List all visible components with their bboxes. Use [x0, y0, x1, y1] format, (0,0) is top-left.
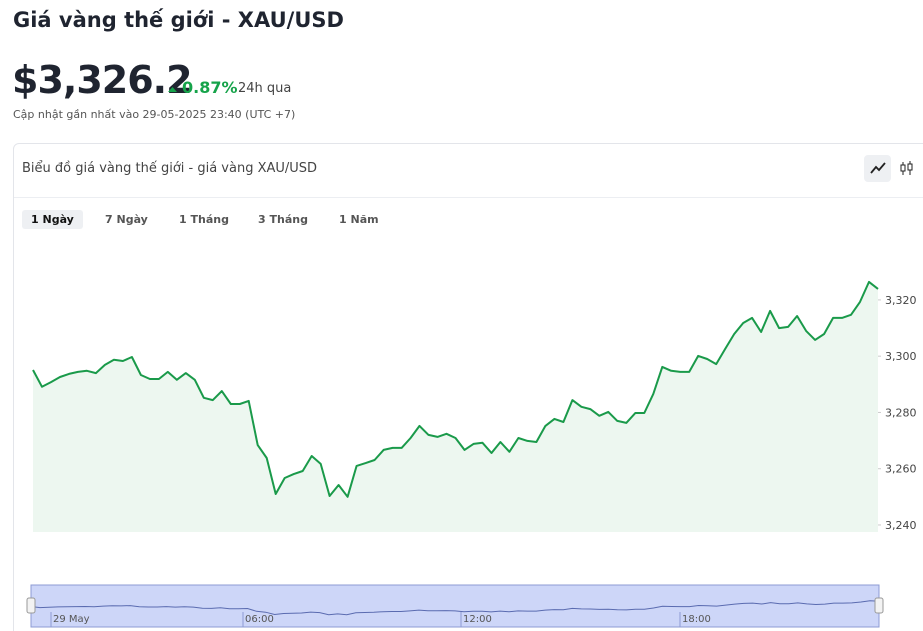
- navigator-label: 18:00: [682, 614, 711, 625]
- navigator: [30, 584, 880, 628]
- change-period: 24h qua: [238, 81, 292, 96]
- navigator-label: 29 May: [53, 614, 90, 625]
- chart-card: [13, 143, 923, 631]
- y-tick-label: 3,300: [885, 350, 917, 363]
- y-tick-label: 3,260: [885, 463, 917, 476]
- range-tab[interactable]: 1 Ngày: [22, 210, 83, 229]
- price-line: [32, 280, 879, 498]
- line-chart-button[interactable]: [864, 155, 891, 182]
- navigator-handle[interactable]: [874, 597, 884, 614]
- candle-chart-button[interactable]: [896, 155, 918, 182]
- range-tab[interactable]: 3 Tháng: [258, 213, 308, 226]
- chart-title: Biểu đồ giá vàng thế giới - giá vàng XAU…: [22, 161, 318, 176]
- navigator-line: [30, 600, 880, 616]
- range-tab[interactable]: 7 Ngày: [105, 213, 148, 226]
- range-tab[interactable]: 1 Tháng: [179, 213, 229, 226]
- navigator-label: 12:00: [463, 614, 492, 625]
- up-arrow: [168, 87, 177, 92]
- y-tick-label: 3,280: [885, 406, 917, 419]
- y-tick-label: 3,320: [885, 294, 917, 307]
- price: $3,326.2: [12, 58, 193, 102]
- y-tick-label: 3,240: [885, 519, 917, 532]
- range-tab[interactable]: 1 Năm: [339, 213, 379, 226]
- updated-time: Cập nhật gần nhất vào 29-05-2025 23:40 (…: [13, 108, 296, 121]
- area-fill: [33, 281, 878, 532]
- price-change: 0.87%: [182, 78, 238, 97]
- navigator-handle[interactable]: [26, 597, 36, 614]
- divider: [14, 197, 923, 198]
- navigator-label: 06:00: [245, 614, 274, 625]
- page-title: Giá vàng thế giới - XAU/USD: [13, 8, 344, 32]
